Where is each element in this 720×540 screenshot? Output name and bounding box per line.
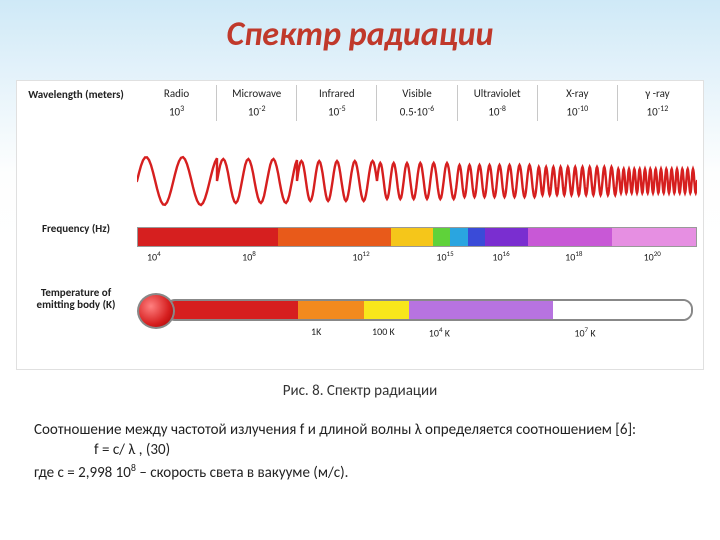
thermometer-segment	[553, 301, 691, 319]
frequency-segment	[528, 228, 612, 246]
slide: Спектр радиации Wavelength (meters) Radi…	[0, 0, 720, 540]
band-name: Ultraviolet	[474, 87, 521, 100]
frequency-tick: 108	[242, 249, 256, 263]
band-ultraviolet: Ultraviolet 10-8	[457, 85, 537, 121]
temperature-tick: 107 K	[574, 325, 595, 339]
band-infrared: Infrared 10-5	[296, 85, 376, 121]
thermometer-segment	[167, 301, 298, 319]
band-wavelength: 10-8	[488, 104, 506, 119]
thermometer-tube	[165, 299, 693, 321]
frequency-segment	[138, 228, 278, 246]
band-visible: Visible 0.5·10-6	[376, 85, 456, 121]
frequency-tick: 104	[147, 249, 161, 263]
frequency-tick: 1020	[644, 249, 661, 263]
temperature-tick: 104 K	[429, 325, 450, 339]
band-wavelength: 10-2	[248, 104, 266, 119]
frequency-tick: 1016	[492, 249, 509, 263]
temperature-tick: 1K	[311, 325, 321, 338]
band-radio: Radio 103	[137, 85, 216, 121]
band-wavelength: 10-10	[566, 104, 588, 119]
frequency-segment	[391, 228, 433, 246]
figure-caption: Рис. 8. Спектр радиации	[0, 382, 720, 400]
frequency-tick: 1015	[436, 249, 453, 263]
thermometer-segment	[409, 301, 553, 319]
band-name: Microwave	[232, 87, 281, 100]
frequency-segment	[450, 228, 468, 246]
band-wavelength: 0.5·10-6	[400, 104, 434, 119]
bands-row: Radio 103 Microwave 10-2 Infrared 10-5 Visible…	[137, 85, 697, 121]
band-name: Radio	[164, 87, 189, 100]
slide-title: Спектр радиации	[0, 14, 720, 55]
band-name: γ -ray	[645, 87, 669, 100]
frequency-segment	[485, 228, 527, 246]
wavelength-label: Wavelength (meters)	[21, 89, 131, 101]
body-text: Соотношение между частотой излучения f и…	[34, 420, 686, 483]
frequency-bar	[137, 227, 697, 247]
band-wavelength: 103	[169, 104, 184, 119]
band-wavelength: 10-12	[647, 104, 669, 119]
frequency-ticks: 104 108 1012 1015 1016 1018 1020	[137, 249, 697, 263]
frequency-tick: 1012	[352, 249, 369, 263]
frequency-segment	[278, 228, 390, 246]
temperature-label: Temperature of emitting body (K)	[21, 287, 131, 311]
thermometer-bulb-icon	[137, 293, 175, 329]
wave-icon	[137, 151, 697, 211]
frequency-segment	[433, 228, 451, 246]
spectrum-figure: Wavelength (meters) Radio 103 Microwave 10-…	[16, 80, 704, 370]
frequency-label: Frequency (Hz)	[21, 223, 131, 235]
band-wavelength: 10-5	[328, 104, 346, 119]
frequency-segment	[612, 228, 696, 246]
temperature-tick: 100 K	[372, 325, 395, 338]
wave-area	[137, 151, 697, 211]
band-name: Infrared	[319, 87, 355, 100]
temperature-ticks: 1K 100 K 104 K 107 K	[137, 325, 697, 339]
body-line-2: где c = 2,998 108 – скорость света в вак…	[34, 464, 348, 482]
equation: f = c/ λ , (30)	[94, 441, 170, 459]
frequency-tick: 1018	[565, 249, 582, 263]
thermometer	[137, 295, 697, 323]
band-microwave: Microwave 10-2	[216, 85, 296, 121]
body-line-1: Соотношение между частотой излучения f и…	[34, 421, 636, 439]
thermometer-segment	[298, 301, 364, 319]
frequency-segment	[468, 228, 486, 246]
band-name: Visible	[402, 87, 431, 100]
band-xray: X-ray 10-10	[537, 85, 617, 121]
band-name: X-ray	[566, 87, 588, 100]
band-ray: γ -ray 10-12	[617, 85, 697, 121]
thermometer-segment	[364, 301, 410, 319]
